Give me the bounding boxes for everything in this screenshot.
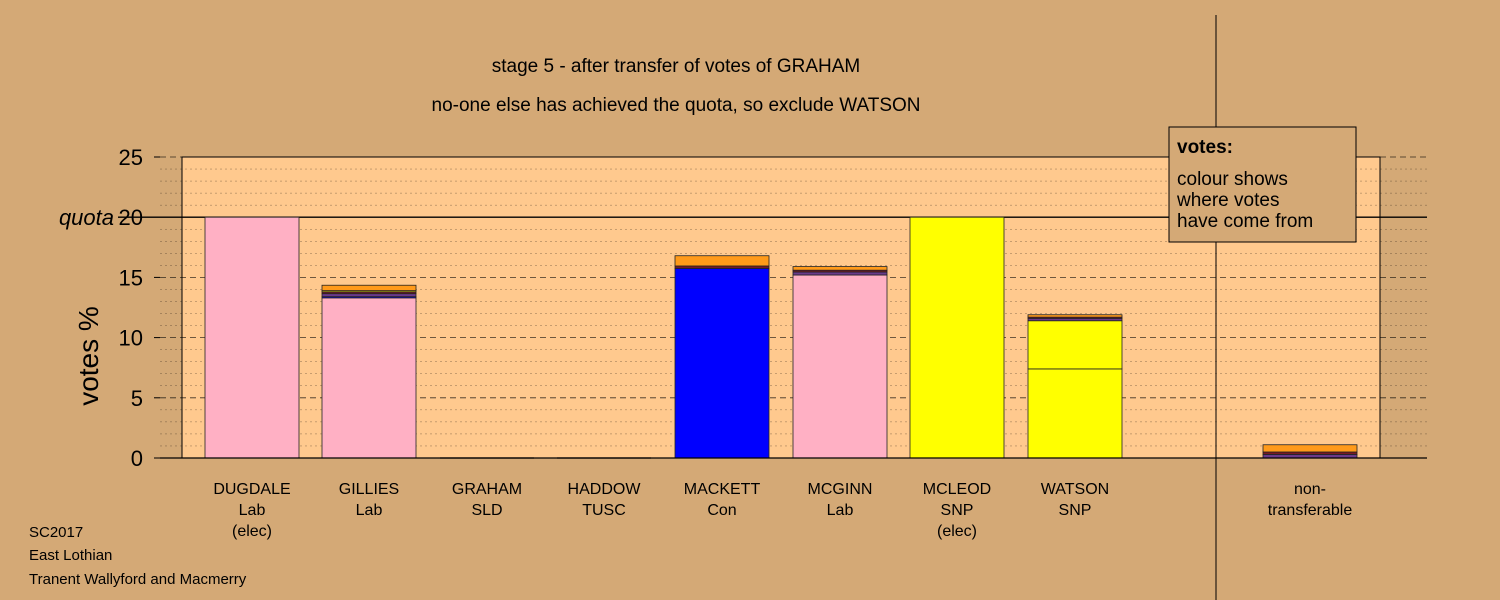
bar-gillies-segment-sld [321,284,417,292]
candidate-party-label: SLD [471,502,502,519]
bar-mcleod-segment-snp [909,216,1005,459]
quota-label: quota [59,205,114,230]
bar-watson-segment-snp [1027,368,1123,459]
candidate-party-label: TUSC [582,502,626,519]
bar-non-transferable-segment-sld [1262,444,1358,453]
bar-dugdale-segment-lab [204,216,300,459]
bar-mcginn-segment-lab [792,274,888,459]
non-transferable-label: non- [1294,481,1326,498]
candidate-status-label: (elec) [232,523,272,540]
footer-ward: Tranent Wallyford and Macmerry [29,571,247,588]
chart-subtitle: no-one else has achieved the quota, so e… [432,95,921,116]
bar-gillies-segment-mixed [321,293,417,298]
y-tick-label: 15 [119,265,143,290]
candidate-name-label: HADDOW [568,481,642,498]
bar-mcginn-segment-sld [792,266,888,271]
candidate-party-label: Lab [356,502,383,519]
candidate-name-label: MCLEOD [923,481,991,498]
candidate-name-label: GILLIES [339,481,399,498]
y-tick-label: 10 [119,326,143,351]
y-tick-label: 0 [131,446,143,471]
non-transferable-label: transferable [1268,502,1353,519]
candidate-name-label: MACKETT [684,481,761,498]
bar-mackett-segment-con [674,267,770,459]
bar-mcginn-segment-mixed [792,271,888,276]
candidate-party-label: Lab [239,502,266,519]
x-axis-labels: DUGDALE Lab (elec) GILLIES Lab GRAHAM SLD HADDO… [213,481,1352,540]
bar-watson-segment-sld [1027,314,1123,318]
candidate-name-label: MCGINN [808,481,873,498]
bar-gillies-segment-lab [321,297,417,459]
candidate-party-label: Con [707,502,736,519]
legend-line-2: where votes [1176,190,1279,211]
candidate-status-label: (elec) [937,523,977,540]
y-tick-label: 25 [119,145,143,170]
bar-watson-segment-snp [1027,320,1123,370]
legend-box [1168,126,1357,243]
y-tick-label: 5 [131,386,143,411]
candidate-party-label: SNP [1059,502,1092,519]
candidate-party-label: SNP [941,502,974,519]
bar-mackett-segment-sld [674,255,770,267]
candidate-party-label: Lab [827,502,854,519]
y-tick-label: 20 [119,205,143,230]
candidate-name-label: WATSON [1041,481,1109,498]
candidate-name-label: GRAHAM [452,481,522,498]
legend-title: votes: [1177,137,1233,158]
legend: votes: colour shows where votes have com… [1168,126,1357,243]
legend-line-3: have come from [1177,211,1313,232]
y-axis-label: votes % [73,306,104,406]
legend-line-1: colour shows [1177,169,1288,190]
footer-council: East Lothian [29,547,112,564]
y-axis-ticks: 0 5 10 15 20 25 [119,145,160,471]
chart-title: stage 5 - after transfer of votes of GRA… [492,56,861,77]
bars [204,216,1358,459]
candidate-name-label: DUGDALE [213,481,290,498]
footer-election: SC2017 [29,524,83,541]
